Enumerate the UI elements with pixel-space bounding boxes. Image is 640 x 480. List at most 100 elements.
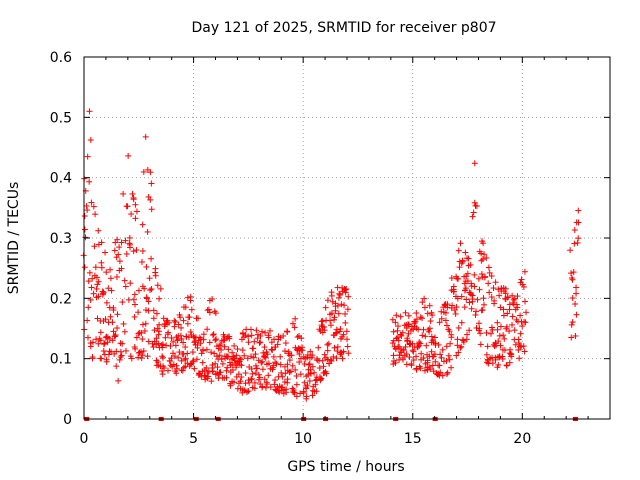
data-point <box>421 304 428 311</box>
data-point <box>267 384 274 391</box>
data-point <box>450 288 457 295</box>
data-point <box>245 333 252 340</box>
data-point <box>255 371 262 378</box>
data-point <box>476 320 483 327</box>
data-point <box>95 340 102 347</box>
data-point <box>111 247 118 254</box>
data-point <box>168 355 175 362</box>
data-point <box>465 255 472 262</box>
data-point <box>174 337 181 344</box>
x-tick-labels: 0 5 10 15 20 <box>80 431 532 447</box>
data-point <box>570 269 577 276</box>
data-point <box>345 293 352 300</box>
data-point <box>277 353 284 360</box>
data-point <box>81 264 88 271</box>
data-point <box>506 328 513 335</box>
data-point <box>147 287 154 294</box>
data-point <box>447 340 454 347</box>
y-tick-label: 0.5 <box>50 110 72 126</box>
data-point <box>488 273 495 280</box>
data-point <box>502 285 509 292</box>
data-point <box>464 331 471 338</box>
data-point <box>444 369 451 376</box>
data-point <box>156 321 163 328</box>
data-point <box>219 360 226 367</box>
data-point <box>148 180 155 187</box>
data-point <box>471 271 478 278</box>
data-point <box>405 312 412 319</box>
data-point <box>334 343 341 350</box>
data-point <box>213 336 220 343</box>
data-point <box>408 362 415 369</box>
data-point <box>390 328 397 335</box>
data-point <box>140 168 147 175</box>
data-point <box>184 320 191 327</box>
data-point <box>121 277 128 284</box>
data-point <box>259 366 266 373</box>
data-point <box>143 294 150 301</box>
data-point <box>490 285 497 292</box>
data-point <box>478 250 485 257</box>
data-point <box>486 289 493 296</box>
data-point <box>318 375 325 382</box>
data-point <box>156 328 163 335</box>
data-point <box>145 338 152 345</box>
data-point <box>135 354 142 361</box>
data-point <box>105 285 112 292</box>
data-point <box>97 337 104 344</box>
data-point <box>119 340 126 347</box>
data-point <box>90 290 97 297</box>
data-point <box>274 341 281 348</box>
data-point <box>213 353 220 360</box>
data-point <box>458 293 465 300</box>
data-point <box>284 361 291 368</box>
data-point <box>236 355 243 362</box>
data-point <box>151 327 158 334</box>
y-tick-label: 0.4 <box>50 171 72 187</box>
data-point <box>85 278 92 285</box>
data-point <box>292 315 299 322</box>
data-point <box>428 333 435 340</box>
data-point <box>413 366 420 373</box>
data-point <box>256 339 263 346</box>
data-point <box>87 343 94 350</box>
data-point <box>455 324 462 331</box>
data-point <box>139 336 146 343</box>
data-point <box>417 314 424 321</box>
data-point <box>135 330 142 337</box>
data-point <box>187 328 194 335</box>
data-point <box>392 359 399 366</box>
data-point <box>304 382 311 389</box>
data-point <box>273 360 280 367</box>
data-point <box>214 364 221 371</box>
data-point <box>324 347 331 354</box>
data-point <box>286 357 293 364</box>
data-point <box>165 367 172 374</box>
data-point <box>497 342 504 349</box>
data-point <box>569 319 576 326</box>
data-point <box>225 346 232 353</box>
data-point <box>436 319 443 326</box>
data-point <box>410 357 417 364</box>
data-point <box>569 295 576 302</box>
data-point <box>244 355 251 362</box>
data-point <box>443 322 450 329</box>
data-point <box>168 334 175 341</box>
data-point <box>517 330 524 337</box>
data-point <box>103 333 110 340</box>
data-point <box>504 310 511 317</box>
data-point <box>497 323 504 330</box>
data-point <box>178 335 185 342</box>
data-point <box>89 275 96 282</box>
data-point <box>394 334 401 341</box>
data-point <box>303 385 310 392</box>
data-point <box>279 373 286 380</box>
data-point <box>457 344 464 351</box>
data-point <box>180 339 187 346</box>
data-point <box>262 384 269 391</box>
data-point <box>504 294 511 301</box>
data-point <box>501 335 508 342</box>
data-point <box>421 295 428 302</box>
data-point <box>231 342 238 349</box>
data-point <box>241 352 248 359</box>
